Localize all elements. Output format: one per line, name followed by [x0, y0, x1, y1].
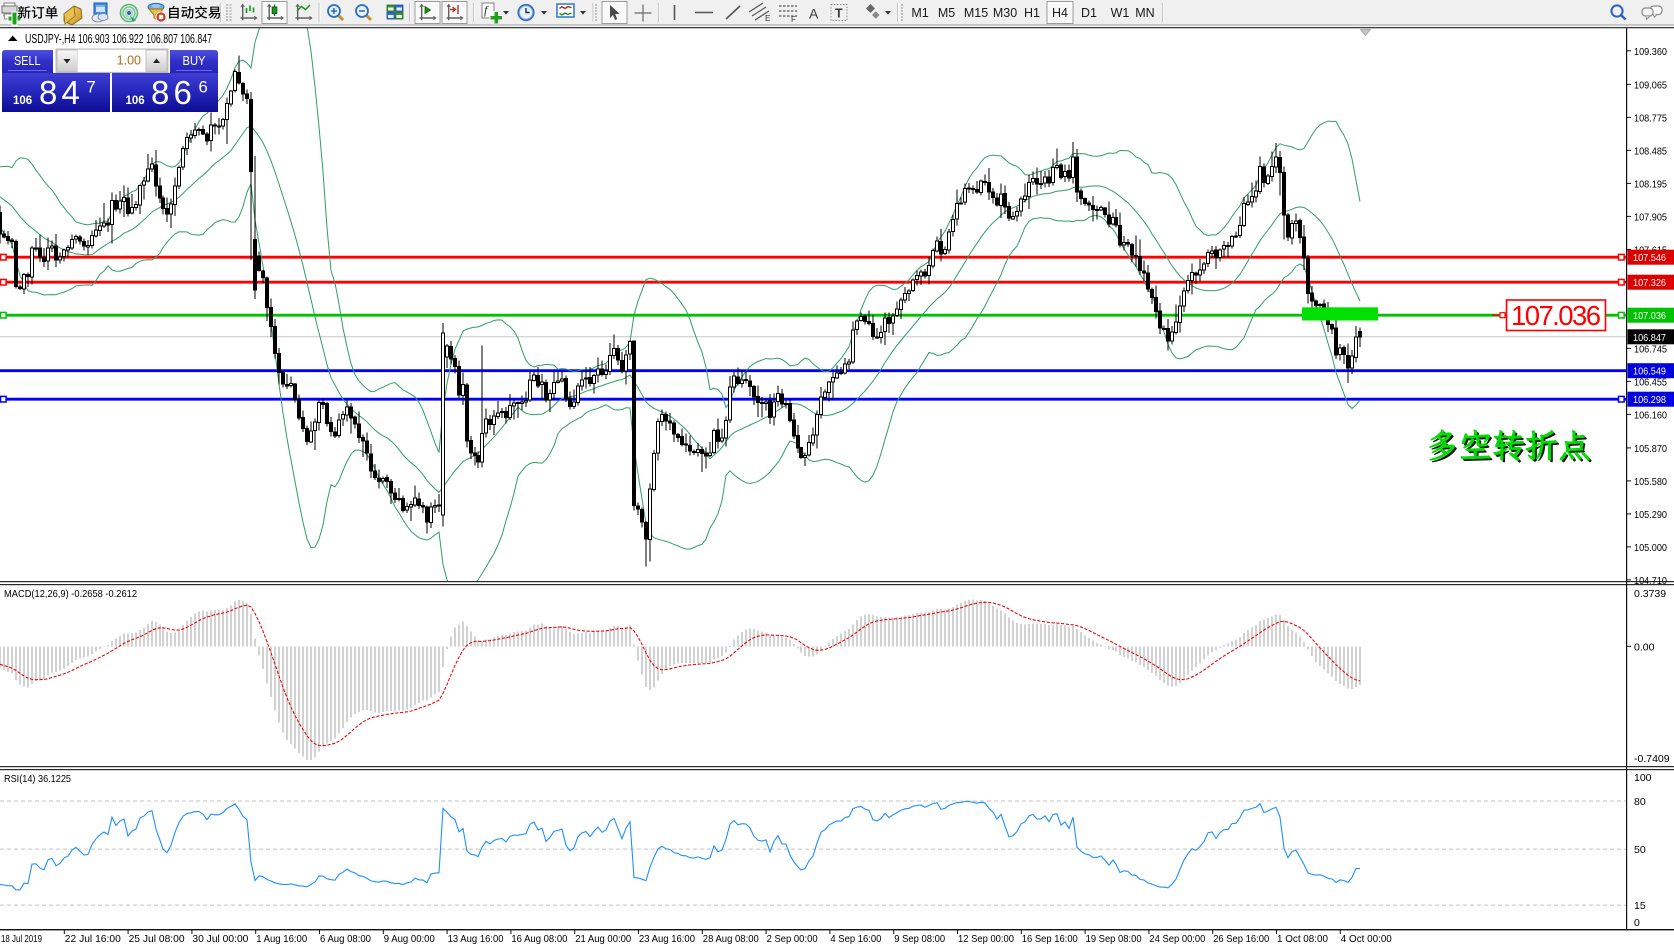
svg-text:105.000: 105.000 — [1634, 542, 1667, 554]
svg-text:84: 84 — [39, 74, 84, 111]
svg-text:19 Sep 08:00: 19 Sep 08:00 — [1086, 933, 1142, 945]
svg-text:105.290: 105.290 — [1634, 509, 1667, 521]
svg-text:106: 106 — [126, 95, 145, 107]
svg-text:4 Sep 16:00: 4 Sep 16:00 — [830, 933, 881, 945]
svg-text:12 Sep 00:00: 12 Sep 00:00 — [958, 933, 1014, 945]
svg-text:M15: M15 — [964, 6, 988, 20]
svg-text:26 Sep 16:00: 26 Sep 16:00 — [1213, 933, 1269, 945]
svg-text:F: F — [791, 15, 796, 24]
svg-text:21 Aug 00:00: 21 Aug 00:00 — [575, 933, 631, 945]
svg-text:M30: M30 — [993, 6, 1017, 20]
svg-text:106: 106 — [13, 95, 32, 107]
svg-text:109.360: 109.360 — [1634, 46, 1667, 58]
svg-text:T: T — [835, 7, 843, 21]
svg-text:9 Sep 08:00: 9 Sep 08:00 — [894, 933, 945, 945]
svg-text:6 Aug 08:00: 6 Aug 08:00 — [320, 933, 371, 945]
svg-text:24 Sep 00:00: 24 Sep 00:00 — [1149, 933, 1205, 945]
svg-text:18 Jul 2019: 18 Jul 2019 — [1, 933, 42, 945]
svg-text:H1: H1 — [1024, 6, 1040, 20]
svg-text:7: 7 — [87, 77, 96, 96]
svg-text:107.036: 107.036 — [1633, 310, 1666, 322]
svg-text:106.455: 106.455 — [1634, 376, 1667, 388]
svg-text:28 Aug 08:00: 28 Aug 08:00 — [703, 933, 759, 945]
svg-text:W1: W1 — [1111, 6, 1130, 20]
svg-text:4 Oct 00:00: 4 Oct 00:00 — [1341, 933, 1392, 945]
svg-text:D1: D1 — [1081, 6, 1097, 20]
svg-text:25 Jul 08:00: 25 Jul 08:00 — [129, 933, 185, 945]
svg-text:0: 0 — [1634, 917, 1640, 929]
svg-text:SELL: SELL — [14, 54, 41, 68]
svg-text:108.775: 108.775 — [1634, 112, 1667, 124]
svg-text:1.00: 1.00 — [117, 54, 141, 68]
svg-text:9 Aug 00:00: 9 Aug 00:00 — [384, 933, 435, 945]
svg-text:30 Jul 00:00: 30 Jul 00:00 — [192, 933, 248, 945]
svg-text:107.546: 107.546 — [1633, 252, 1666, 264]
svg-text:-0.7409: -0.7409 — [1634, 753, 1670, 765]
svg-text:50: 50 — [1634, 844, 1646, 856]
svg-text:MN: MN — [1135, 6, 1154, 20]
svg-text:BUY: BUY — [183, 54, 207, 68]
svg-text:0.00: 0.00 — [1634, 641, 1655, 653]
svg-text:6: 6 — [199, 77, 208, 96]
svg-text:100: 100 — [1634, 772, 1652, 784]
svg-text:MACD(12,26,9) -0.2658 -0.2612: MACD(12,26,9) -0.2658 -0.2612 — [4, 588, 137, 600]
svg-text:107.036: 107.036 — [1511, 300, 1601, 331]
svg-text:M5: M5 — [938, 6, 955, 20]
svg-text:A: A — [809, 6, 819, 22]
svg-text:16 Sep 16:00: 16 Sep 16:00 — [1022, 933, 1078, 945]
svg-text:23 Aug 16:00: 23 Aug 16:00 — [639, 933, 695, 945]
svg-text:107.326: 107.326 — [1633, 277, 1666, 289]
svg-text:86: 86 — [151, 74, 196, 111]
svg-text:16 Aug 08:00: 16 Aug 08:00 — [511, 933, 567, 945]
svg-text:107.905: 107.905 — [1634, 211, 1667, 223]
svg-text:15: 15 — [1634, 900, 1646, 912]
svg-text:106.745: 106.745 — [1634, 343, 1667, 355]
svg-text:13 Aug 16:00: 13 Aug 16:00 — [448, 933, 504, 945]
svg-text:2 Sep 00:00: 2 Sep 00:00 — [767, 933, 818, 945]
svg-text:80: 80 — [1634, 796, 1646, 808]
svg-text:H4: H4 — [1052, 6, 1068, 20]
svg-text:104.710: 104.710 — [1634, 575, 1667, 587]
svg-text:f: f — [484, 3, 489, 17]
svg-text:108.195: 108.195 — [1634, 178, 1667, 190]
svg-text:105.870: 105.870 — [1634, 443, 1667, 455]
svg-text:1 Aug 16:00: 1 Aug 16:00 — [256, 933, 307, 945]
svg-text:RSI(14) 36.1225: RSI(14) 36.1225 — [4, 773, 71, 785]
svg-text:1 Oct 08:00: 1 Oct 08:00 — [1277, 933, 1328, 945]
svg-text:106.847: 106.847 — [1633, 332, 1666, 344]
svg-text:M1: M1 — [911, 6, 928, 20]
svg-text:106.160: 106.160 — [1634, 409, 1667, 421]
svg-text:0.3739: 0.3739 — [1634, 588, 1666, 600]
svg-text:USDJPY-,H4 106.903 106.922 10: USDJPY-,H4 106.903 106.922 106.807 106.8… — [25, 32, 212, 46]
svg-text:106.298: 106.298 — [1633, 394, 1666, 406]
svg-text:105.580: 105.580 — [1634, 476, 1667, 488]
svg-text:E: E — [765, 14, 770, 23]
svg-text:108.485: 108.485 — [1634, 145, 1667, 157]
svg-text:106.549: 106.549 — [1633, 366, 1666, 378]
svg-text:109.065: 109.065 — [1634, 79, 1667, 91]
svg-text:22 Jul 16:00: 22 Jul 16:00 — [65, 933, 121, 945]
